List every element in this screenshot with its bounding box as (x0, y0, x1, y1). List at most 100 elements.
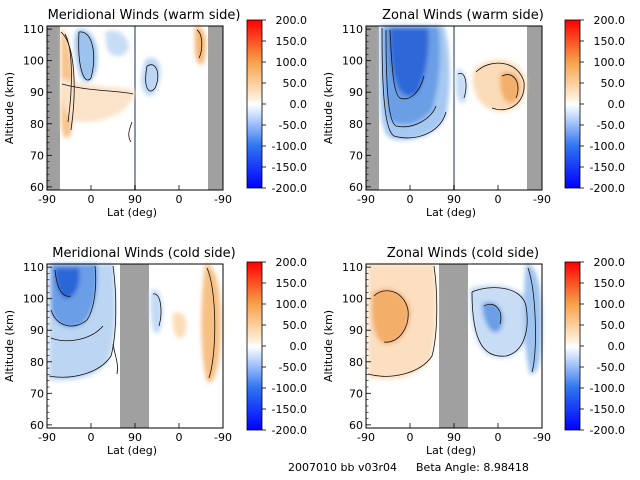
colorbar-tick-label: 150.0 (276, 35, 308, 48)
colorbar-tick-label: 0.0 (608, 340, 626, 353)
panel-zonal-cold: Zonal Winds (cold side) 60 70 80 90 100 110 -9… (322, 246, 551, 457)
x-tick-label: 0 (88, 193, 95, 206)
x-tick-label: 0 (495, 193, 502, 206)
colorbar-tick-label: -50.0 (597, 119, 625, 132)
plot-features (47, 26, 223, 190)
colorbar-tick-label: 100.0 (594, 56, 626, 69)
panel-zonal-warm: Zonal Winds (warm side) 60 (322, 8, 551, 219)
colorbar-tick-label: -150.0 (590, 161, 625, 174)
y-tick-label: 110 (23, 23, 44, 36)
colorbar-tick-label: 0.0 (608, 98, 626, 111)
footer-beta: Beta Angle: 8.98418 (416, 461, 529, 474)
colorbar-tick-label: 150.0 (594, 277, 626, 290)
y-tick-label: 90 (349, 324, 363, 337)
panel-title: Meridional Winds (cold side) (52, 246, 235, 261)
y-axis-label: Altitude (km) (3, 310, 16, 382)
feature-positive-mid (172, 312, 187, 338)
y-tick-label: 70 (349, 387, 363, 400)
mask-left (47, 26, 60, 190)
colorbar-tick-label: 100.0 (276, 298, 308, 311)
y-tick-label: 70 (349, 149, 363, 162)
x-tick-label: -90 (38, 193, 56, 206)
y-tick-label: 100 (342, 55, 363, 68)
x-tick-label: 0 (407, 431, 414, 444)
x-tick-label: -90 (357, 193, 375, 206)
colorbar-1 (246, 19, 263, 189)
y-tick-label: 80 (349, 356, 363, 369)
x-axis-label: Lat (deg) (107, 206, 157, 219)
colorbar-tick-label: 200.0 (276, 14, 308, 27)
colorbar-tick-label: -150.0 (590, 403, 625, 416)
plot-features (48, 264, 221, 428)
y-tick-label: 100 (342, 293, 363, 306)
x-tick-label: 0 (407, 193, 414, 206)
x-tick-label: -90 (214, 431, 232, 444)
colorbar-tick-label: -200.0 (272, 424, 307, 437)
colorbar-ticks: 200.0 150.0 100.0 50.0 0.0 -50.0 -100.0 -150.0 -… (262, 256, 307, 437)
x-tick-label: -90 (38, 431, 56, 444)
colorbar-ticks: 200.0 150.0 100.0 50.0 0.0 -50.0 -100.0 -150.0 -… (580, 256, 625, 437)
feature-positive-band (61, 78, 135, 123)
plot-features (367, 264, 542, 428)
colorbar-tick-label: 200.0 (276, 256, 308, 269)
y-tick-label: 100 (23, 55, 44, 68)
colorbar-tick-label: 50.0 (283, 77, 308, 90)
colorbar-tick-label: -150.0 (272, 403, 307, 416)
feature-negative-core (390, 28, 429, 97)
colorbar-tick-label: -50.0 (279, 361, 307, 374)
y-tick-label: 110 (23, 261, 44, 274)
mask-left (366, 26, 379, 190)
mask-band (439, 264, 468, 428)
colorbar-tick-label: 50.0 (601, 77, 626, 90)
y-tick-label: 60 (349, 419, 363, 432)
panel-title: Meridional Winds (warm side) (48, 8, 241, 23)
colorbar-tick-label: 200.0 (594, 256, 626, 269)
x-tick-label: -90 (533, 431, 551, 444)
x-tick-label: -90 (357, 431, 375, 444)
feature-positive-core (371, 288, 411, 345)
x-tick-label: -90 (533, 193, 551, 206)
colorbar-tick-label: 100.0 (594, 298, 626, 311)
y-tick-label: 80 (30, 118, 44, 131)
feature-positive-east (201, 264, 221, 383)
feature-negative-east (523, 264, 542, 375)
colorbar-tick-label: -50.0 (597, 361, 625, 374)
colorbar-tick-label: -150.0 (272, 161, 307, 174)
colorbar-tick-label: 0.0 (290, 98, 308, 111)
y-tick-label: 80 (30, 356, 44, 369)
colorbar-ticks: 200.0 150.0 100.0 50.0 0.0 -50.0 -100.0 -150.0 -… (262, 14, 307, 195)
feature-negative-inner (482, 302, 503, 333)
y-tick-label: 110 (342, 23, 363, 36)
x-tick-label: 90 (128, 193, 142, 206)
x-axis-label: Lat (deg) (107, 444, 157, 457)
colorbar-tick-label: -100.0 (272, 140, 307, 153)
feature-negative-mid (105, 30, 129, 57)
y-axis-label: Altitude (km) (322, 310, 335, 382)
x-tick-label: 90 (128, 431, 142, 444)
footer-run: 2007010 bb v03r04 (288, 461, 397, 474)
colorbar-2 (564, 19, 581, 189)
colorbar-tick-label: -100.0 (590, 140, 625, 153)
x-tick-label: 0 (88, 431, 95, 444)
feature-positive-core (499, 71, 520, 104)
colorbar-tick-label: -200.0 (590, 424, 625, 437)
x-tick-label: -90 (214, 193, 232, 206)
x-axis-label: Lat (deg) (426, 206, 476, 219)
feature-positive-east (195, 26, 206, 65)
y-axis-label: Altitude (km) (3, 72, 16, 144)
panel-title: Zonal Winds (warm side) (382, 8, 544, 23)
colorbar-tick-label: -200.0 (590, 182, 625, 195)
x-tick-label: 0 (176, 431, 183, 444)
mask-right (208, 26, 223, 190)
y-tick-label: 90 (30, 86, 44, 99)
colorbar-tick-label: 0.0 (290, 340, 308, 353)
colorbar-ticks: 200.0 150.0 100.0 50.0 0.0 -50.0 -100.0 -150.0 -… (580, 14, 625, 195)
colorbar-tick-label: 150.0 (276, 277, 308, 290)
panel-meridional-cold: Meridional Winds (cold side) 60 (3, 246, 236, 457)
y-tick-label: 60 (30, 419, 44, 432)
plot-features (366, 26, 542, 190)
colorbar-3 (246, 261, 263, 431)
colorbar-tick-label: 50.0 (601, 319, 626, 332)
x-tick-label: 0 (495, 431, 502, 444)
